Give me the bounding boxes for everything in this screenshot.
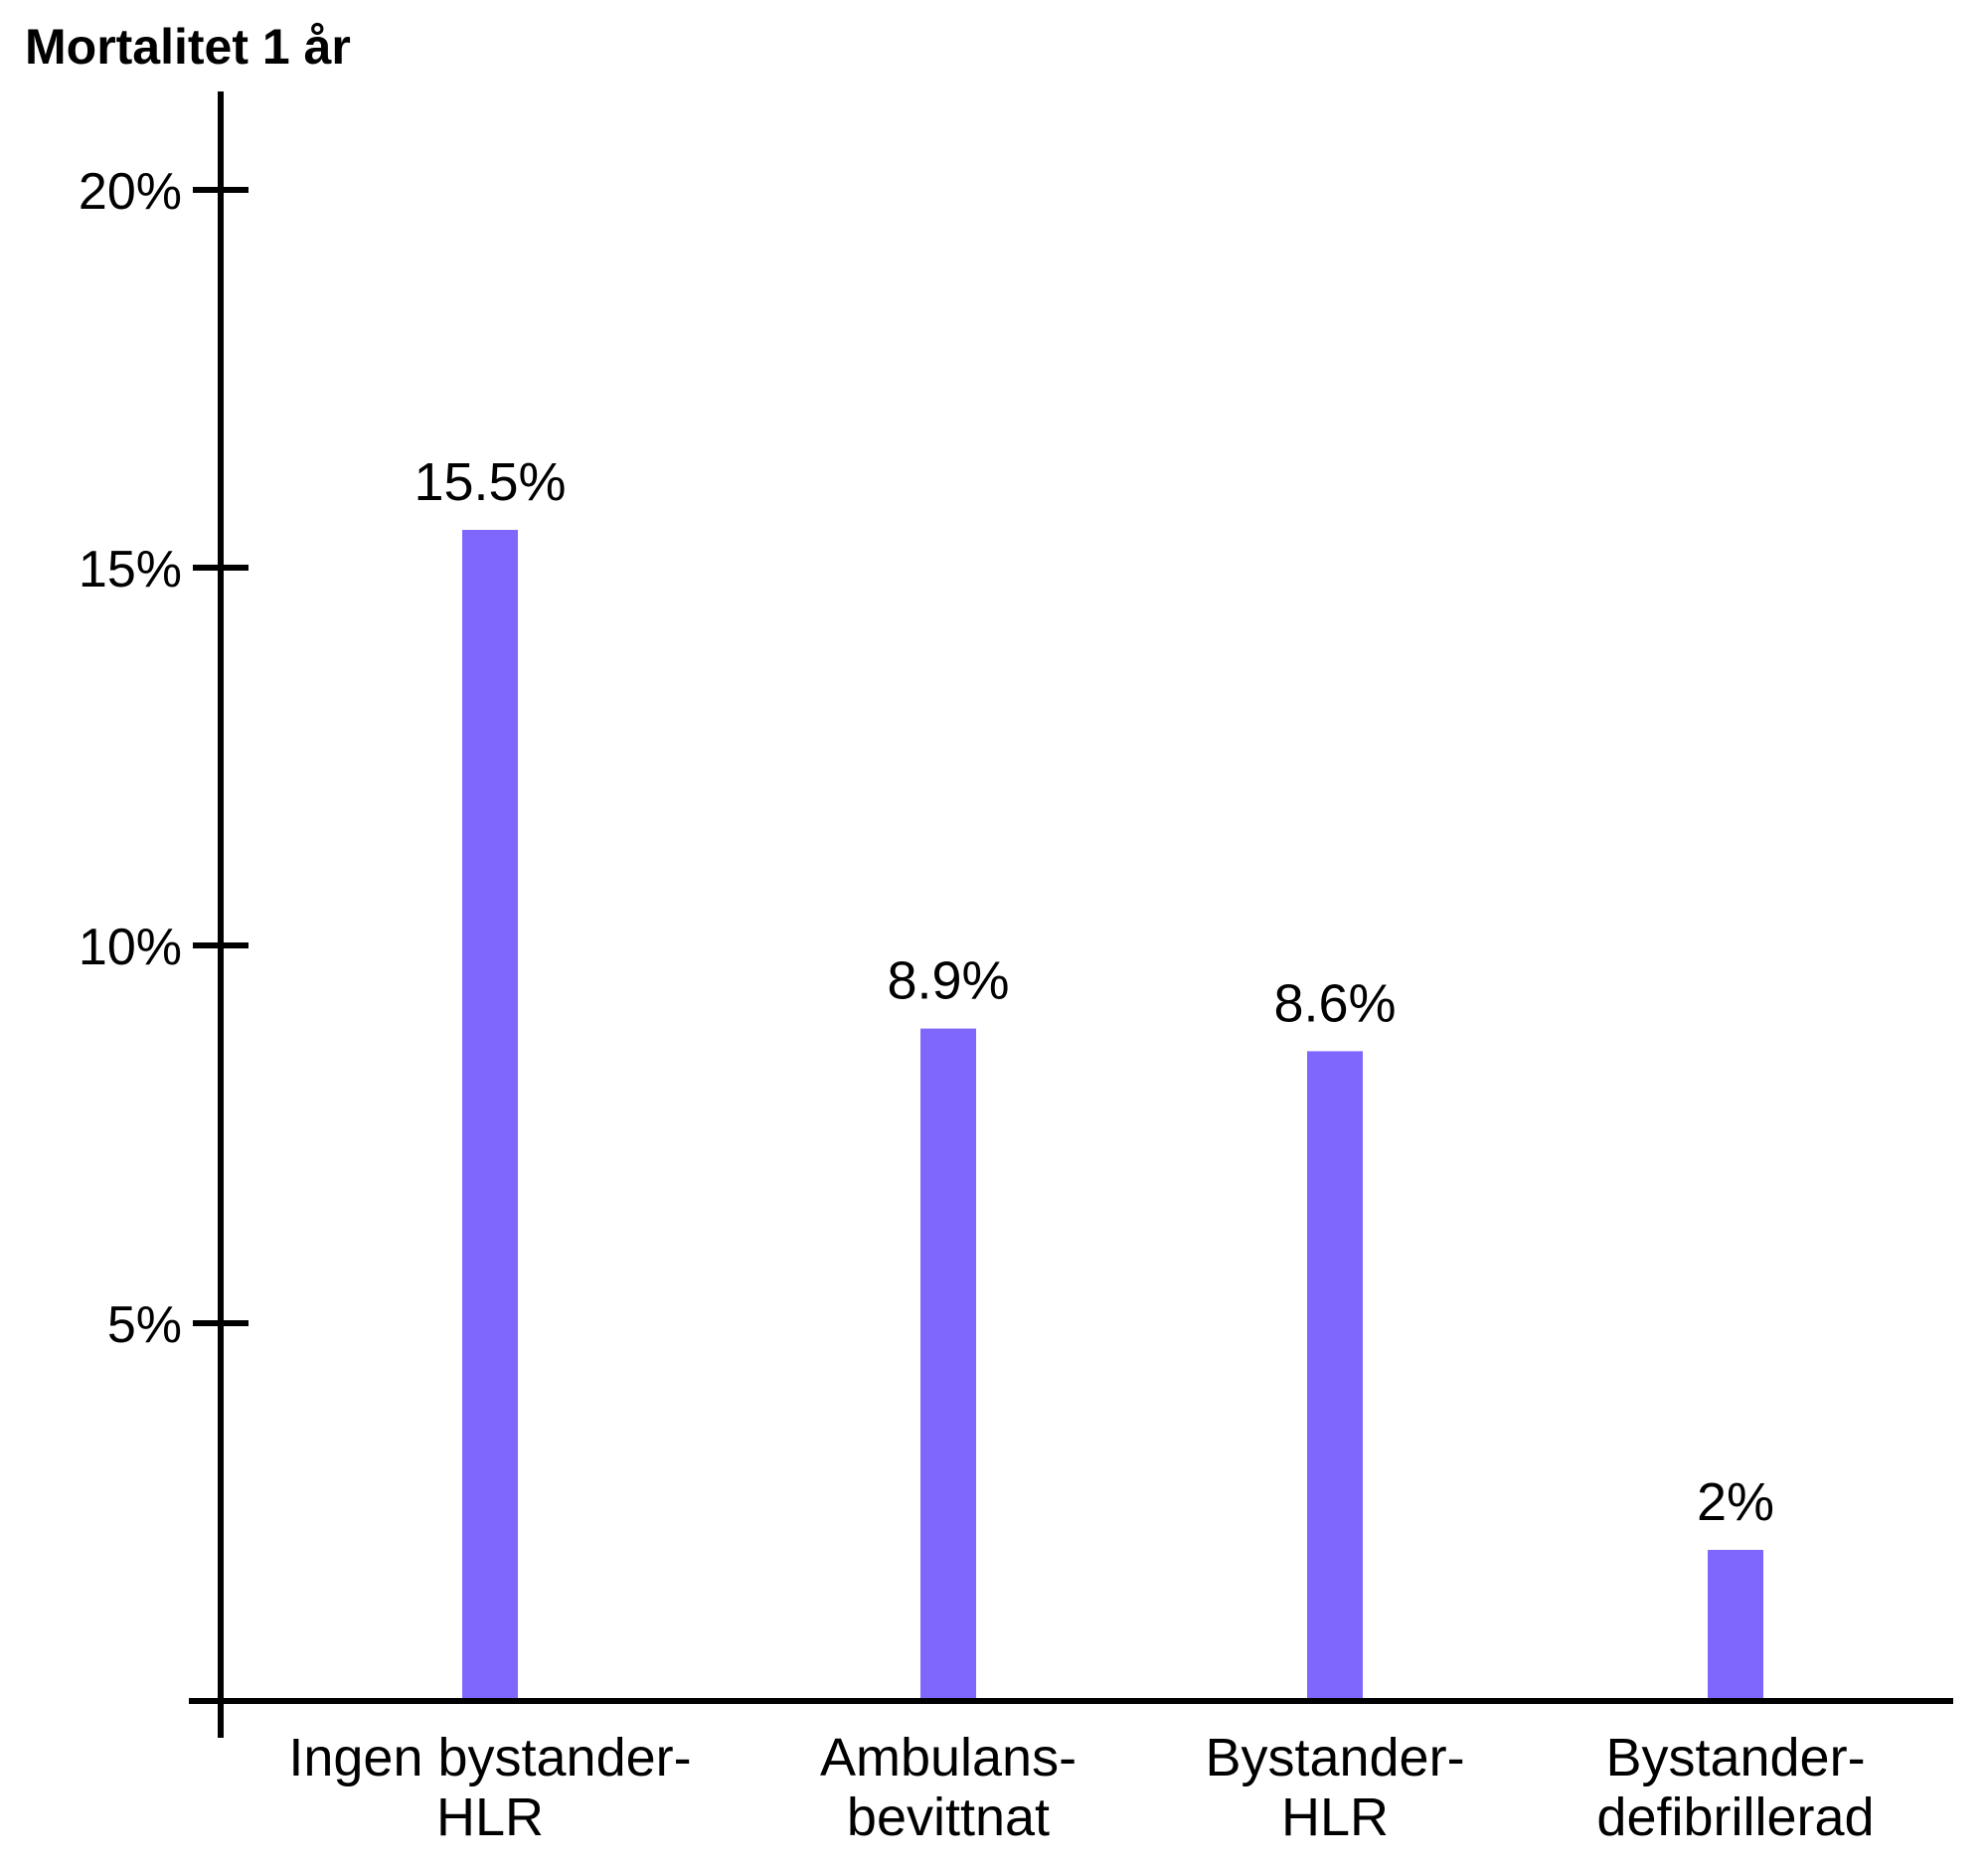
- category-label: Ingen bystander-HLR: [288, 1728, 691, 1847]
- bar: [462, 530, 518, 1701]
- chart-title: Mortalitet 1 år: [25, 19, 351, 75]
- y-tick-label: 10%: [79, 919, 182, 976]
- y-tick-label: 5%: [107, 1296, 182, 1354]
- data-label: 2%: [1697, 1472, 1774, 1532]
- bar: [920, 1028, 976, 1701]
- bars-group: [462, 530, 1763, 1701]
- category-labels-group: Ingen bystander-HLRAmbulans-bevittnatBys…: [288, 1728, 1874, 1847]
- data-label: 8.6%: [1273, 973, 1396, 1033]
- category-label: Bystander-HLR: [1205, 1728, 1464, 1847]
- y-tick-label: 15%: [79, 541, 182, 598]
- data-label: 15.5%: [414, 452, 566, 512]
- bar: [1307, 1051, 1363, 1701]
- category-label: Ambulans-bevittnat: [820, 1728, 1077, 1847]
- category-label: Bystander-defibrillerad: [1596, 1728, 1874, 1847]
- category-label-line: HLR: [1281, 1787, 1389, 1847]
- y-tick-label: 20%: [79, 163, 182, 221]
- category-label-line: Ingen bystander-: [288, 1728, 691, 1787]
- category-label-line: bevittnat: [847, 1787, 1050, 1847]
- category-label-line: HLR: [436, 1787, 544, 1847]
- category-label-line: Ambulans-: [820, 1728, 1077, 1787]
- category-label-line: defibrillerad: [1596, 1787, 1874, 1847]
- category-label-line: Bystander-: [1205, 1728, 1464, 1787]
- data-label: 8.9%: [887, 951, 1009, 1011]
- category-label-line: Bystander-: [1605, 1728, 1865, 1787]
- data-labels-group: 15.5% 8.9% 8.6% 2%: [414, 452, 1774, 1532]
- bar: [1708, 1550, 1763, 1701]
- y-axis: 5% 10% 15% 20%: [79, 91, 248, 1738]
